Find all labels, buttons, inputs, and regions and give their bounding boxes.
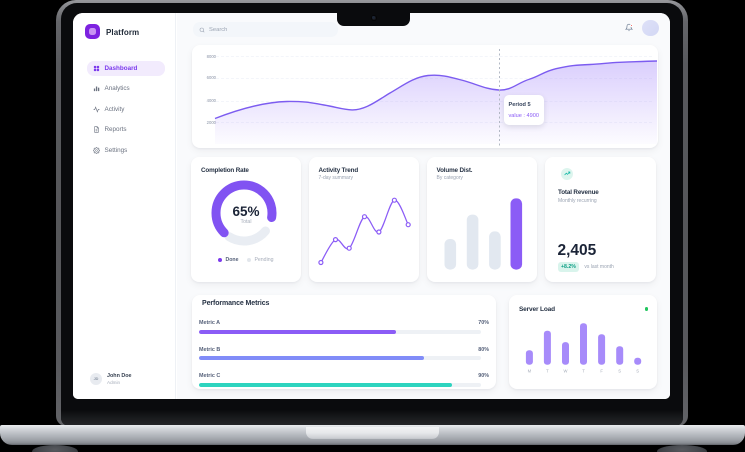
svg-text:F: F (600, 369, 603, 374)
svg-text:S: S (618, 369, 621, 374)
svg-text:T: T (546, 369, 549, 374)
svg-text:T: T (582, 369, 585, 374)
svg-text:S: S (636, 369, 639, 374)
svg-text:M: M (528, 369, 532, 374)
svg-text:W: W (564, 369, 568, 374)
